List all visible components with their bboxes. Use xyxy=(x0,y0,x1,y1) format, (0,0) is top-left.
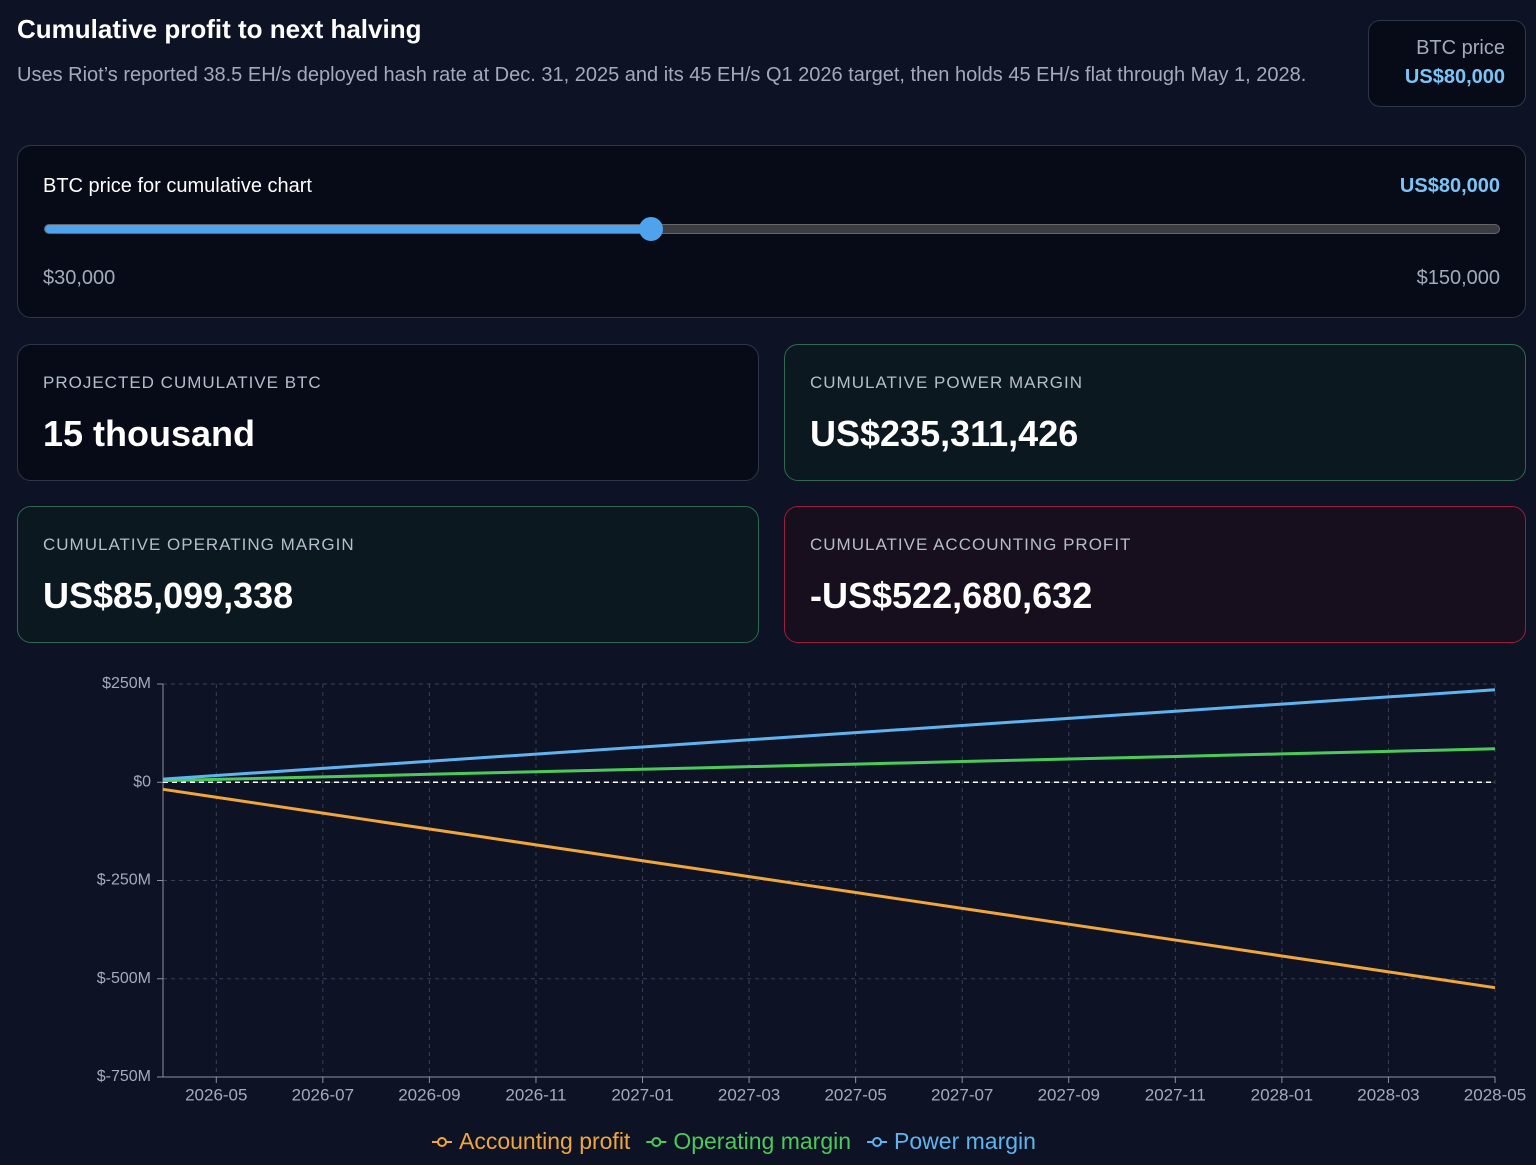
stat-card: PROJECTED CUMULATIVE BTC 15 thousand xyxy=(17,344,759,481)
stat-card: CUMULATIVE POWER MARGIN US$235,311,426 xyxy=(784,344,1526,481)
slider-label: BTC price for cumulative chart xyxy=(43,175,312,197)
series-line xyxy=(162,787,1496,990)
card-value: US$85,099,338 xyxy=(43,575,294,616)
slider-max: $150,000 xyxy=(1416,267,1500,289)
y-tick-label: $-500M xyxy=(97,970,151,987)
stat-card: CUMULATIVE ACCOUNTING PROFIT -US$522,680,… xyxy=(784,506,1526,643)
badge-value: US$80,000 xyxy=(1404,66,1505,88)
badge-label: BTC price xyxy=(1416,37,1505,59)
y-tick-label: $250M xyxy=(102,675,151,692)
x-tick-label: 2027-01 xyxy=(611,1085,673,1104)
slider-value: US$80,000 xyxy=(1399,175,1500,197)
card-label: PROJECTED CUMULATIVE BTC xyxy=(43,373,322,392)
x-tick-label: 2028-01 xyxy=(1251,1085,1313,1104)
x-tick-label: 2026-07 xyxy=(292,1085,354,1104)
slider-panel: BTC price for cumulative chart US$80,000… xyxy=(17,145,1526,318)
card-label: CUMULATIVE ACCOUNTING PROFIT xyxy=(810,535,1132,554)
y-tick-label: $-250M xyxy=(97,872,151,889)
card-value: -US$522,680,632 xyxy=(810,575,1093,616)
x-tick-label: 2026-05 xyxy=(185,1085,247,1104)
price-badge: BTC price US$80,000 xyxy=(1368,20,1526,107)
x-tick-label: 2027-07 xyxy=(931,1085,993,1104)
legend-label: Operating margin xyxy=(673,1128,851,1154)
x-tick-label: 2026-09 xyxy=(398,1085,460,1104)
legend-icon xyxy=(651,1137,662,1147)
x-tick-label: 2026-11 xyxy=(505,1085,566,1104)
subtitle: Uses Riot’s reported 38.5 EH/s deployed … xyxy=(17,64,1307,86)
x-tick-label: 2027-05 xyxy=(824,1085,886,1104)
x-tick-label: 2028-05 xyxy=(1464,1085,1526,1104)
legend-icon xyxy=(437,1137,447,1147)
y-tick-label: $0 xyxy=(133,773,151,790)
series-line xyxy=(162,688,1496,781)
y-tick-label: $-750M xyxy=(97,1068,151,1085)
title: Cumulative profit to next halving xyxy=(17,14,422,44)
series-line xyxy=(162,747,1496,783)
x-tick-label: 2027-03 xyxy=(718,1085,780,1104)
x-tick-label: 2027-09 xyxy=(1038,1085,1100,1104)
legend-icon xyxy=(872,1137,883,1147)
legend: Accounting profit Operating margin Power m… xyxy=(432,1128,1036,1154)
card-label: CUMULATIVE OPERATING MARGIN xyxy=(43,535,355,554)
card-value: 15 thousand xyxy=(43,413,256,454)
slider-min: $30,000 xyxy=(43,267,116,289)
slider-track[interactable] xyxy=(44,217,1500,241)
legend-label: Power margin xyxy=(894,1128,1036,1154)
card-label: CUMULATIVE POWER MARGIN xyxy=(810,373,1083,392)
x-tick-label: 2027-11 xyxy=(1145,1085,1206,1104)
slider-thumb[interactable] xyxy=(638,217,663,241)
legend-label: Accounting profit xyxy=(459,1128,631,1154)
chart: $250M $0 $-250M $-500M $-750M 2026-05 2026-07 2… xyxy=(97,675,1526,1154)
stat-card: CUMULATIVE OPERATING MARGIN US$85,099,338 xyxy=(17,506,759,643)
card-value: US$235,311,426 xyxy=(810,413,1079,454)
x-tick-label: 2028-03 xyxy=(1357,1085,1419,1104)
slider-fill xyxy=(45,225,651,233)
